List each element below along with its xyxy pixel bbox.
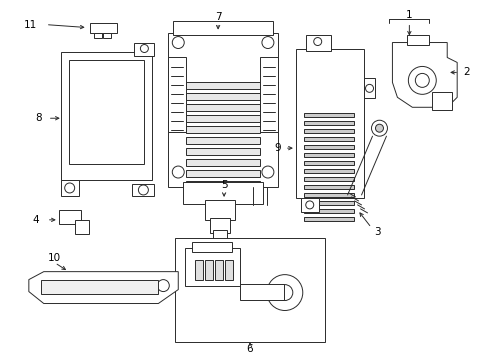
Bar (225, 260, 233, 280)
Circle shape (172, 37, 184, 49)
Bar (304, 137, 354, 141)
Bar (61, 180, 78, 196)
Bar (304, 129, 354, 133)
Bar (304, 217, 354, 221)
Bar (175, 238, 325, 342)
Text: 1: 1 (406, 10, 413, 20)
Bar (304, 161, 354, 165)
Bar (102, 32, 111, 37)
Text: 4: 4 (32, 215, 39, 225)
Text: 8: 8 (35, 113, 42, 123)
Circle shape (45, 282, 57, 293)
Bar (364, 78, 375, 98)
Bar (304, 145, 354, 149)
Polygon shape (392, 42, 457, 107)
Bar (186, 82, 260, 89)
Bar (173, 21, 273, 35)
Bar (240, 284, 284, 300)
Bar (186, 126, 260, 133)
Bar (186, 115, 260, 122)
Bar (61, 53, 152, 180)
Text: 9: 9 (274, 143, 281, 153)
Bar (132, 184, 154, 196)
Bar (210, 218, 230, 233)
Circle shape (141, 45, 148, 53)
Bar (304, 209, 354, 213)
Bar (186, 104, 260, 111)
Circle shape (262, 37, 274, 49)
Circle shape (371, 120, 388, 136)
Bar (192, 242, 232, 252)
Circle shape (314, 37, 322, 45)
Bar (304, 113, 354, 117)
Bar (185, 248, 240, 285)
Circle shape (277, 285, 293, 301)
Circle shape (306, 201, 314, 209)
Text: 11: 11 (24, 19, 37, 30)
Text: 10: 10 (48, 253, 61, 263)
Bar (296, 49, 364, 198)
Bar (41, 280, 158, 293)
Bar (168, 58, 186, 132)
Text: 7: 7 (215, 12, 221, 22)
Bar (304, 169, 354, 173)
Bar (186, 181, 260, 188)
Bar (304, 121, 354, 125)
Bar (74, 220, 89, 234)
Circle shape (366, 84, 373, 92)
Bar (301, 198, 318, 212)
Bar (186, 159, 260, 166)
Bar (304, 153, 354, 157)
Circle shape (375, 124, 384, 132)
Bar (186, 137, 260, 144)
Circle shape (172, 166, 184, 178)
Text: 2: 2 (463, 67, 469, 77)
Circle shape (138, 185, 148, 195)
Bar (195, 260, 203, 280)
Bar (304, 193, 354, 197)
Bar (90, 23, 118, 32)
Bar (168, 32, 278, 187)
Bar (186, 93, 260, 100)
Circle shape (262, 166, 274, 178)
Bar (215, 260, 223, 280)
Bar (304, 201, 354, 205)
Text: 5: 5 (221, 180, 227, 190)
Bar (205, 260, 213, 280)
Bar (304, 185, 354, 189)
Circle shape (157, 280, 169, 292)
Bar (407, 35, 429, 45)
Circle shape (416, 73, 429, 87)
Bar (69, 60, 145, 164)
Bar (94, 32, 101, 37)
Text: 6: 6 (246, 345, 253, 354)
Circle shape (267, 275, 303, 310)
Polygon shape (29, 272, 178, 303)
Circle shape (65, 183, 74, 193)
Bar (186, 148, 260, 155)
Circle shape (408, 67, 436, 94)
Bar (186, 170, 260, 177)
Bar (260, 58, 278, 132)
Bar (183, 182, 263, 204)
Bar (306, 35, 331, 50)
Bar (304, 177, 354, 181)
Bar (213, 230, 227, 242)
Bar (134, 42, 154, 57)
Text: 3: 3 (374, 227, 381, 237)
Bar (205, 200, 235, 220)
Bar (59, 210, 81, 224)
Bar (432, 92, 452, 110)
